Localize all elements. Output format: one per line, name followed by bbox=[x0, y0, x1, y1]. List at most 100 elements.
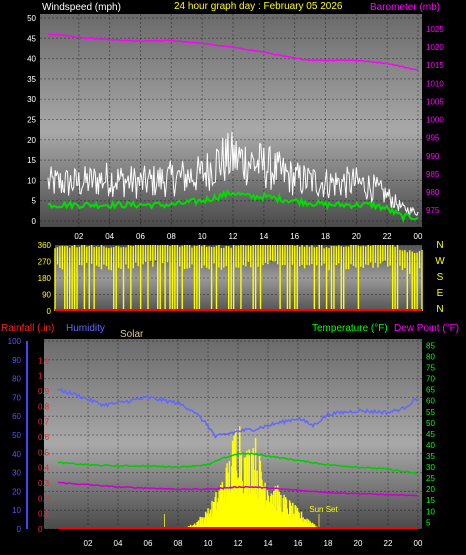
barometer-tick-label: 1005 bbox=[426, 97, 444, 106]
rain-tick-label: 0.5 bbox=[38, 448, 50, 457]
temperature-legend-label: Temperature (°F) bbox=[312, 323, 388, 334]
humidity-tick-label: 80 bbox=[12, 375, 21, 384]
panel1-grid bbox=[40, 14, 422, 227]
hour-tick-label: 12 bbox=[229, 232, 238, 241]
rain-tick-label: 0.4 bbox=[38, 464, 50, 473]
direction-tick-label: 360 bbox=[38, 241, 52, 250]
hour-tick-label: 12 bbox=[234, 539, 243, 548]
temperature-line bbox=[57, 452, 419, 475]
humidity-tick-label: 60 bbox=[12, 412, 21, 421]
hour-tick-label: 20 bbox=[354, 539, 363, 548]
humidity-line bbox=[57, 387, 419, 439]
windspeed-tick-label: 45 bbox=[27, 34, 36, 43]
humidity-tick-label: 70 bbox=[12, 393, 21, 402]
hour-tick-label: 02 bbox=[84, 539, 93, 548]
temperature-tick-label: 80 bbox=[426, 352, 435, 361]
hour-tick-label: 20 bbox=[352, 232, 361, 241]
humidity-legend-label: Humidity bbox=[66, 323, 105, 334]
barometer-tick-label: 995 bbox=[426, 134, 440, 143]
hour-tick-label: 10 bbox=[198, 232, 207, 241]
temperature-tick-label: 45 bbox=[426, 430, 435, 439]
hour-tick-label: 06 bbox=[144, 539, 153, 548]
windspeed-tick-label: 40 bbox=[27, 55, 36, 64]
temperature-tick-label: 40 bbox=[426, 441, 435, 450]
windspeed-axis-label: Windspeed (mph) bbox=[42, 2, 121, 13]
hour-tick-label: 22 bbox=[383, 232, 392, 241]
compass-label: S bbox=[437, 272, 444, 283]
rain-tick-label: 0.1 bbox=[38, 510, 50, 519]
direction-tick-label: 0 bbox=[47, 307, 52, 316]
dew-point-legend-label: Dew Point (°F) bbox=[394, 323, 459, 334]
windspeed-tick-label: 25 bbox=[27, 116, 36, 125]
direction-tick-label: 180 bbox=[38, 274, 52, 283]
chart-title: 24 hour graph day : February 05 2026 bbox=[174, 1, 343, 12]
humidity-tick-label: 90 bbox=[12, 356, 21, 365]
hour-tick-label: 04 bbox=[105, 232, 114, 241]
rainfall-legend-label: Rainfall (.in) bbox=[1, 323, 54, 334]
windspeed-tick-label: 0 bbox=[32, 217, 37, 226]
temperature-tick-label: 20 bbox=[426, 485, 435, 494]
barometer-tick-label: 1015 bbox=[426, 61, 444, 70]
barometer-tick-label: 975 bbox=[426, 206, 440, 215]
rain-tick-label: 1 bbox=[38, 372, 43, 381]
hour-tick-label: 02 bbox=[74, 232, 83, 241]
temperature-tick-label: 25 bbox=[426, 474, 435, 483]
temperature-tick-label: 55 bbox=[426, 408, 435, 417]
windspeed-tick-label: 35 bbox=[27, 75, 36, 84]
temperature-tick-label: 60 bbox=[426, 397, 435, 406]
compass-label: N bbox=[436, 304, 443, 315]
hour-tick-label: 04 bbox=[114, 539, 123, 548]
solar-legend-label: Solar bbox=[120, 329, 144, 340]
windspeed-tick-label: 50 bbox=[27, 14, 36, 23]
temperature-tick-label: 30 bbox=[426, 463, 435, 472]
humidity-tick-label: 30 bbox=[12, 469, 21, 478]
windspeed-tick-label: 20 bbox=[27, 136, 36, 145]
temperature-tick-label: 35 bbox=[426, 452, 435, 461]
direction-tick-label: 90 bbox=[42, 291, 51, 300]
hour-tick-label: 00 bbox=[414, 539, 423, 548]
barometer-tick-label: 1000 bbox=[426, 116, 444, 125]
windspeed-tick-label: 30 bbox=[27, 95, 36, 104]
tick-labels: 0510152025303540455097598098599099510001… bbox=[8, 14, 446, 548]
temperature-tick-label: 10 bbox=[426, 507, 435, 516]
temperature-tick-label: 50 bbox=[426, 419, 435, 428]
barometer-tick-label: 985 bbox=[426, 170, 440, 179]
humidity-tick-label: 20 bbox=[12, 487, 21, 496]
humidity-tick-label: 0 bbox=[17, 525, 22, 534]
rain-tick-label: 0.3 bbox=[38, 479, 50, 488]
windspeed-tick-label: 15 bbox=[27, 156, 36, 165]
temperature-tick-label: 65 bbox=[426, 386, 435, 395]
compass-label: W bbox=[435, 256, 445, 267]
rain-tick-label: 0.8 bbox=[38, 402, 50, 411]
windspeed-line bbox=[47, 131, 419, 217]
barometer-tick-label: 1020 bbox=[426, 43, 444, 52]
barometer-tick-label: 980 bbox=[426, 188, 440, 197]
rain-tick-label: 0 bbox=[38, 525, 43, 534]
barometer-tick-label: 990 bbox=[426, 152, 440, 161]
compass-label: N bbox=[436, 240, 443, 251]
direction-tick-label: 270 bbox=[38, 258, 52, 267]
hour-tick-label: 14 bbox=[259, 232, 268, 241]
hour-tick-label: 10 bbox=[204, 539, 213, 548]
rain-tick-label: 0.6 bbox=[38, 433, 50, 442]
humidity-tick-label: 50 bbox=[12, 431, 21, 440]
hour-tick-label: 18 bbox=[324, 539, 333, 548]
temperature-tick-label: 5 bbox=[426, 518, 431, 527]
sunset-annotation: Sun Set bbox=[309, 505, 338, 514]
humidity-tick-label: 100 bbox=[8, 337, 22, 346]
rain-tick-label: 1.1 bbox=[38, 356, 50, 365]
humidity-tick-label: 10 bbox=[12, 506, 21, 515]
windspeed-tick-label: 10 bbox=[27, 176, 36, 185]
temperature-tick-label: 75 bbox=[426, 364, 435, 373]
panel1-background bbox=[40, 14, 422, 227]
rain-tick-label: 0.7 bbox=[38, 418, 50, 427]
wind-average-line bbox=[47, 188, 419, 224]
rain-tick-label: 0.9 bbox=[38, 387, 50, 396]
hour-tick-label: 22 bbox=[384, 539, 393, 548]
humidity-tick-label: 40 bbox=[12, 450, 21, 459]
dew-point-line bbox=[57, 481, 419, 497]
barometer-tick-label: 1025 bbox=[426, 25, 444, 34]
hour-tick-label: 16 bbox=[290, 232, 299, 241]
hour-tick-label: 08 bbox=[167, 232, 176, 241]
